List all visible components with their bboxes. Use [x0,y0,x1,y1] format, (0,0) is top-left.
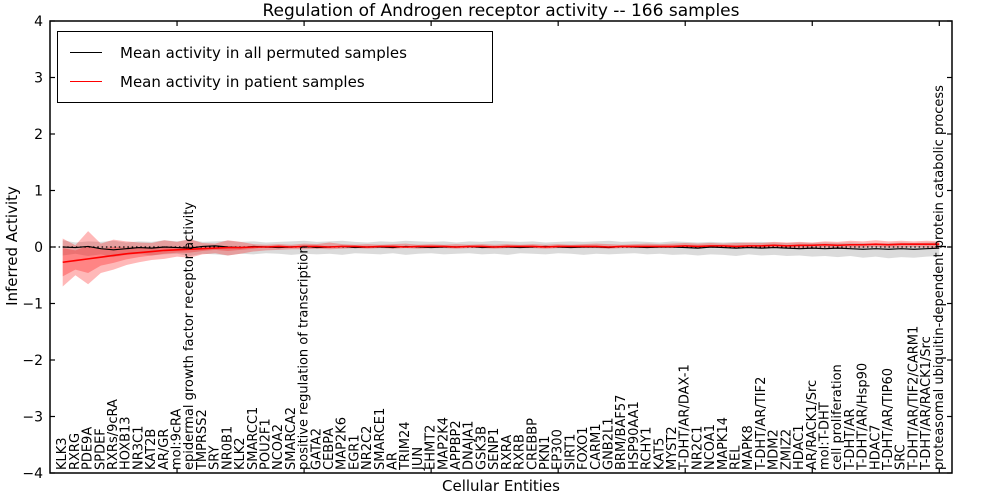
legend-label-permuted: Mean activity in all permuted samples [120,43,407,62]
x-tick-label: NR0B1 [220,426,235,470]
x-tick-label: mol:9cRA [170,408,185,470]
x-tick-label: HDAC7 [868,424,883,470]
x-tick-label: RXRA [500,435,515,470]
y-tick-label: 2 [34,127,43,143]
x-tick-label: MAPK14 [716,417,731,470]
x-tick-label: KAT2B [144,429,159,470]
x-tick-label: AR [386,452,401,470]
x-tick-label: SMARCA2 [284,407,299,470]
x-tick-label: KLK3 [55,437,70,470]
x-tick-label: POU2F1 [258,418,273,470]
x-tick-label: mol:T-DHT [817,402,832,470]
x-tick-label: T-DHT/AR/DAX-1 [678,364,693,471]
x-tick-label: GSK3B [474,426,489,470]
x-tick-label: MAP2K6 [335,417,350,470]
y-tick-label: 3 [34,71,43,87]
x-tick-label: NR2C1 [690,426,705,470]
x-tick-label: ZMIZ2 [779,429,794,470]
x-tick-label: SMARCE1 [373,408,388,470]
x-tick-label: MDM2 [767,429,782,470]
permuted-line-sample-icon [70,52,102,53]
x-tick-label: MAPK8 [741,425,756,470]
x-tick-label: NCOA1 [703,424,718,470]
y-tick-label: 1 [34,184,43,200]
x-tick-label: HOXB13 [119,416,134,470]
x-tick-label: KAT5 [652,438,667,470]
x-tick-label: KLK2 [233,437,248,470]
x-tick-label: T-DHT/AR/TIF2 [754,377,769,471]
legend-label-patient: Mean activity in patient samples [120,72,365,91]
x-tick-label: PKN1 [538,436,553,470]
x-tick-label: SMARCC1 [246,407,261,470]
x-tick-label: EP300 [551,429,566,470]
x-tick-label: DNAJA1 [462,421,477,470]
x-tick-label: HSP90AA1 [627,401,642,470]
x-tick-label: NR2C2 [360,426,375,470]
x-tick-label: MYST2 [665,426,680,470]
y-tick-label: −2 [22,353,43,369]
x-tick-label: CEBPA [322,428,337,470]
x-tick-label: GATA2 [309,428,324,470]
x-tick-label: positive regulation of transcription [297,245,312,470]
x-tick-label: RCHY1 [640,427,655,470]
x-tick-label: APPBP2 [449,420,464,470]
x-tick-label: T-DHT/AR/RACK1/Src [919,336,934,471]
permuted-confidence-band [62,239,940,259]
x-tick-label: T-DHT/AR [843,409,858,471]
x-tick-label: CREBBP [525,418,540,470]
x-tick-label: BRM/BAF57 [614,395,629,470]
x-tick-label: AR/GR [157,429,172,470]
x-tick-label: RXRG [68,433,83,470]
x-tick-label: epidermal growth factor receptor activit… [182,202,197,470]
x-tick-label: REL [729,445,744,470]
x-tick-label: T-DHT/AR/Hsp90 [856,363,871,471]
x-tick-label: SRC [894,444,909,470]
x-tick-label: GNB2L1 [601,417,616,470]
chart-title: Regulation of Androgen receptor activity… [262,1,740,21]
patient-confidence-band [62,231,940,287]
y-tick-label: 0 [34,240,43,256]
patient-line-sample-icon [70,81,102,82]
x-tick-label: NCOA2 [271,424,286,470]
legend-entry-patient: Mean activity in patient samples [70,67,482,96]
x-tick-label: RXRB [513,434,528,470]
x-tick-label: TRIM24 [398,421,413,471]
x-tick-label: proteasomal ubiquitin-dependent protein … [932,85,947,470]
x-tick-label: T-DHT/AR/TIF2/CARM1 [906,326,921,471]
x-tick-label: JUN [411,447,426,471]
patient-mean-line [62,243,940,264]
x-tick-label: T-DHT/AR/TIP60 [881,368,896,471]
y-tick-label: −4 [22,466,43,482]
x-tick-label: SRY [208,446,223,470]
x-tick-label: cell proliferation [830,364,845,470]
x-tick-label: RXRs/9cRA [106,399,121,470]
y-tick-label: −1 [22,297,43,313]
x-tick-label: SENP1 [487,428,502,470]
x-tick-label: EGR1 [347,434,362,470]
x-tick-label: FOXO1 [576,427,591,470]
x-axis-label: Cellular Entities [442,477,560,495]
x-tick-label: CARM1 [589,424,604,471]
x-tick-label: EHMT2 [424,425,439,470]
x-tick-label: NR3C1 [131,426,146,470]
x-tick-label: SIRT1 [563,434,578,470]
x-tick-label: HDAC1 [792,424,807,470]
x-tick-label: AR/RACK1/Src [805,380,820,470]
x-tick-label: PDE9A [81,427,96,470]
x-tick-label: MAP2K4 [436,417,451,470]
x-tick-label: TMPRSS2 [195,409,210,471]
y-tick-label: 4 [34,14,43,30]
y-tick-label: −3 [22,410,43,426]
x-tick-label: SPDEF [93,428,108,470]
legend-entry-permuted: Mean activity in all permuted samples [70,38,482,67]
legend: Mean activity in all permuted samples Me… [57,31,493,103]
